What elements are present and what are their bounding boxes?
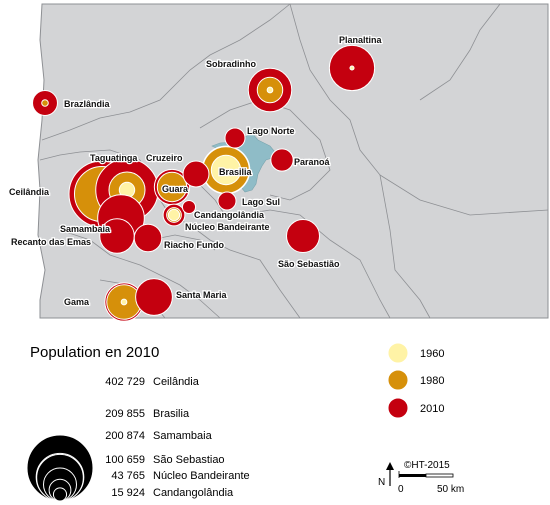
legend-place-name: Núcleo Bandeirante — [153, 470, 250, 482]
circle-2010 — [135, 278, 173, 316]
place-label: São Sebastião — [278, 259, 340, 269]
place-marker — [133, 223, 163, 253]
year-label: 1980 — [420, 375, 444, 387]
place-marker — [153, 168, 191, 206]
place-label: Brazlândia — [64, 99, 111, 109]
legend-size-circles — [26, 434, 94, 502]
place-labels: Planaltina Sobradinho Brazlândia Lago Norte… — [8, 34, 384, 309]
place-marker — [217, 191, 237, 211]
north-arrow-icon — [386, 462, 394, 486]
legend-circle — [52, 487, 68, 502]
place-label: Núcleo Bandeirante — [185, 222, 270, 232]
place-label: Recanto das Emas — [11, 237, 91, 247]
circle-1960 — [210, 154, 242, 186]
legend-year-swatches: 1960 1980 2010 — [387, 342, 444, 419]
year-swatch-1980 — [387, 369, 409, 391]
circle-2010 — [181, 199, 197, 215]
scale-end-label: 50 km — [437, 484, 464, 495]
circle-1980 — [156, 171, 188, 203]
place-marker — [270, 148, 294, 172]
circle-1980 — [41, 99, 49, 107]
place-label: Brasilia — [219, 167, 253, 177]
circle-2010 — [133, 223, 163, 253]
place-label: Guara — [162, 184, 189, 194]
place-marker — [328, 44, 376, 92]
legend-value: 100 659 — [105, 454, 145, 466]
legend-place-name: Ceilândia — [153, 376, 200, 388]
place-label: Lago Norte — [247, 126, 295, 136]
place-marker — [181, 199, 197, 215]
place-marker — [135, 278, 173, 316]
year-swatch-2010 — [387, 397, 409, 419]
place-marker — [224, 127, 246, 149]
legend-place-name: São Sebastiao — [153, 454, 225, 466]
legend-value: 200 874 — [105, 430, 145, 442]
place-marker — [182, 160, 210, 188]
place-label: Gama — [64, 297, 90, 307]
place-label: Ceilândia — [9, 187, 50, 197]
credit-text: ©HT-2015 — [404, 460, 450, 471]
north-label: N — [378, 477, 385, 488]
legend-value: 209 855 — [105, 408, 145, 420]
circle-2010 — [224, 127, 246, 149]
circle-1960 — [266, 86, 274, 94]
place-label: Sobradinho — [206, 59, 256, 69]
place-marker — [162, 203, 186, 227]
legend-value: 43 765 — [111, 470, 145, 482]
place-label: Taguatinga — [90, 153, 138, 163]
place-label: Candangolândia — [194, 210, 265, 220]
place-marker — [247, 67, 293, 113]
year-label: 1960 — [420, 348, 444, 360]
legend-place-name: Candangolândia — [153, 487, 234, 499]
legend-place-name: Brasilia — [153, 408, 190, 420]
scale-bar — [398, 471, 454, 478]
circle-2010 — [182, 160, 210, 188]
circle-1960 — [349, 65, 355, 71]
place-label: Riacho Fundo — [164, 240, 224, 250]
legend-size-labels: 402 729 Ceilândia 209 855 Brasilia 200 874 Sa… — [105, 376, 249, 499]
year-label: 2010 — [420, 403, 444, 415]
place-marker — [201, 145, 251, 195]
circle-2010 — [270, 148, 294, 172]
population-circles — [32, 44, 376, 322]
legend-place-name: Samambaia — [153, 430, 213, 442]
place-label: Samambaia — [60, 224, 111, 234]
place-label: Paranoá — [294, 157, 331, 167]
place-marker — [104, 282, 144, 322]
year-swatch-1960 — [387, 342, 409, 364]
legend-value: 402 729 — [105, 376, 145, 388]
legend-value: 15 924 — [111, 487, 145, 499]
circle-2010 — [217, 191, 237, 211]
circle-2010 — [286, 219, 320, 253]
place-label: Planaltina — [339, 35, 383, 45]
place-label: Lago Sul — [242, 197, 280, 207]
place-marker — [32, 90, 58, 116]
legend-title: Population en 2010 — [30, 344, 159, 361]
place-label: Santa Maria — [176, 290, 228, 300]
place-label: Cruzeiro — [146, 153, 183, 163]
circle-1960 — [120, 298, 128, 306]
scale-start-label: 0 — [398, 484, 404, 495]
place-marker — [286, 219, 320, 253]
circle-1960 — [167, 208, 181, 222]
